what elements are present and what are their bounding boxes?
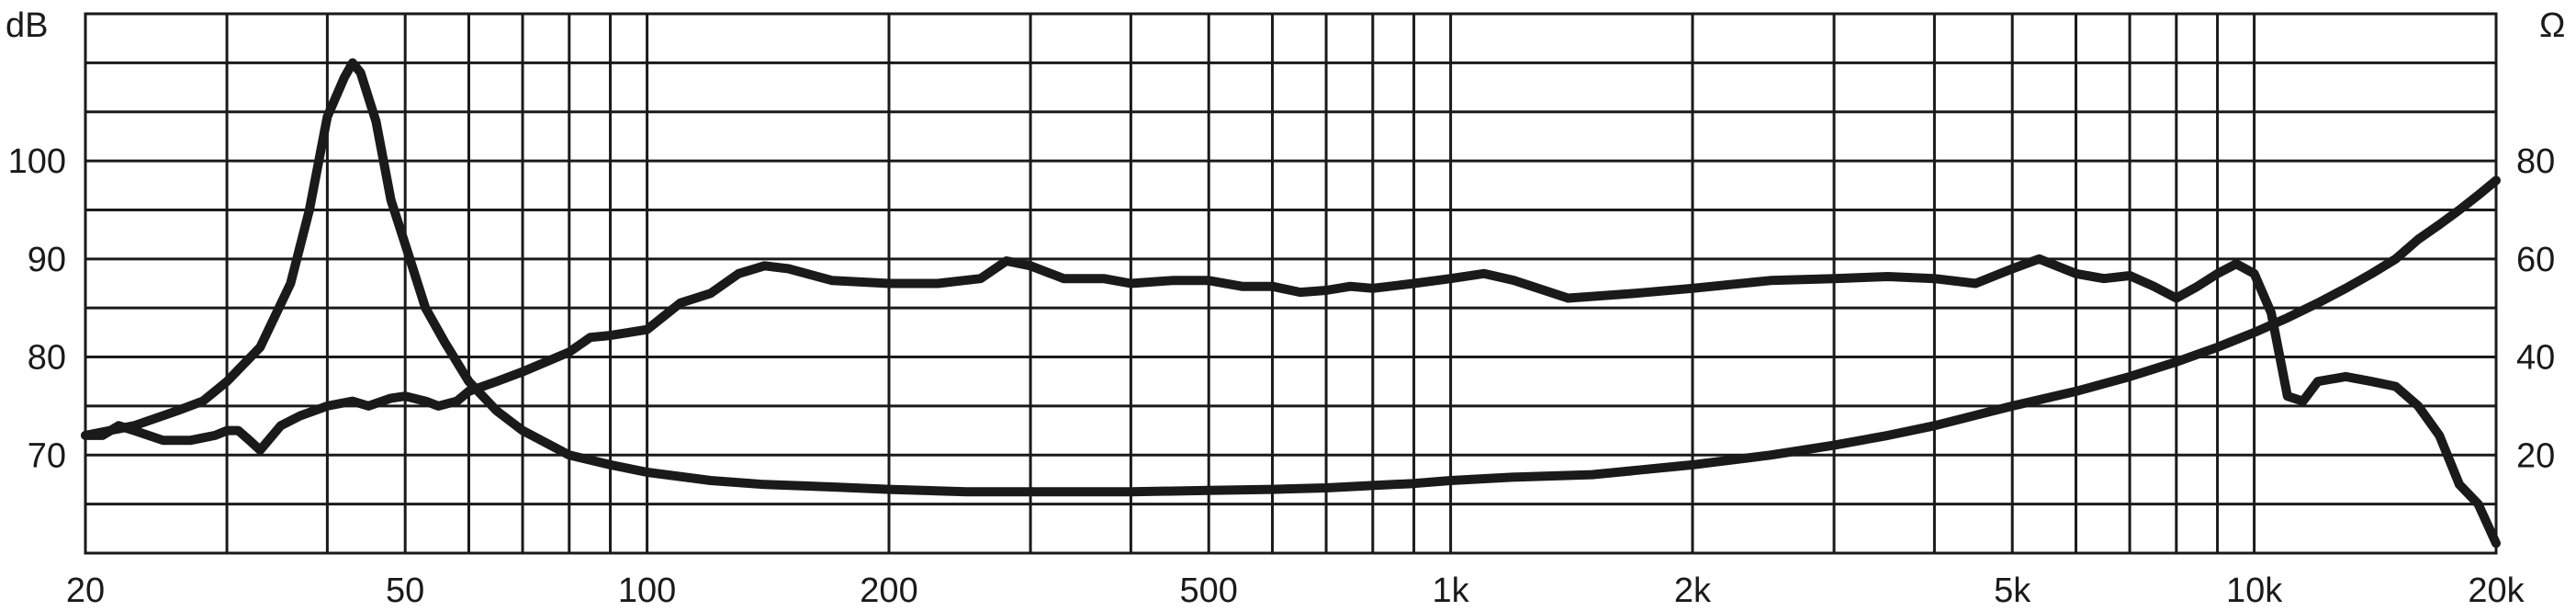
x-tick-label-100: 100 — [618, 571, 676, 610]
plot-frame — [84, 12, 2498, 555]
horizontal-grid — [85, 12, 2496, 506]
left-tick-label-70: 70 — [28, 436, 66, 475]
right-tick-label-60: 60 — [2516, 241, 2555, 279]
right-tick-label-80: 80 — [2516, 142, 2555, 181]
left-tick-label-90: 90 — [28, 241, 66, 279]
right-axis-unit: Ω — [2539, 6, 2565, 45]
curves — [81, 58, 2501, 549]
left-axis-unit: dB — [6, 6, 48, 45]
left-tick-label-100: 100 — [8, 142, 66, 181]
x-tick-label-20: 20 — [66, 571, 105, 610]
x-tick-label-200: 200 — [860, 571, 917, 610]
x-tick-label-10k: 10k — [2226, 571, 2283, 610]
x-tick-label-5k: 5k — [1994, 571, 2031, 610]
x-tick-label-2k: 2k — [1674, 571, 1712, 610]
right-tick-label-40: 40 — [2516, 339, 2555, 378]
x-tick-labels: 20 50 100 200 500 1k 2k 5k 10k 20k — [66, 571, 2525, 610]
right-axis-tick-labels: 20 40 60 80 — [2516, 142, 2555, 475]
impedance-curve — [81, 58, 2501, 497]
spl-curve — [81, 254, 2501, 549]
x-tick-label-1k: 1k — [1433, 571, 1470, 610]
vertical-grid — [84, 14, 2498, 553]
left-axis-tick-labels: 70 80 90 100 — [8, 142, 66, 475]
x-tick-label-50: 50 — [386, 571, 424, 610]
x-tick-label-500: 500 — [1179, 571, 1237, 610]
left-tick-label-80: 80 — [28, 339, 66, 378]
x-tick-label-20k: 20k — [2468, 571, 2525, 610]
right-tick-label-20: 20 — [2516, 436, 2555, 475]
